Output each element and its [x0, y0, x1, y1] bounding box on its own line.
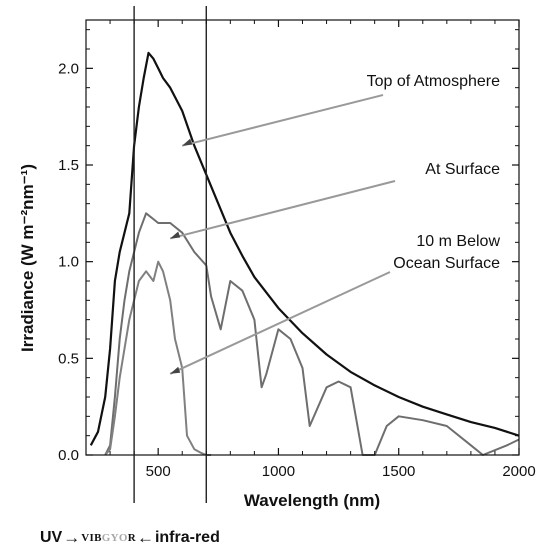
tick-layer: 500 1000 1500 2000 0.0 0.5 1.0 1.5 2.0	[58, 20, 536, 480]
annotation-label-3: 10 m Below	[416, 233, 500, 250]
y-tick-label-0: 0.0	[58, 447, 79, 464]
x-axis-title: Wavelength (nm)	[244, 491, 380, 510]
arrow-left-icon: ←	[136, 528, 154, 547]
annotation-layer: Top of Atmosphere At Surface 10 m Below Oce…	[169, 73, 501, 375]
annotation-arrowhead-icon	[170, 366, 181, 374]
spectrum-legend: UV → VIBGYOR ← infra-red	[40, 527, 220, 549]
vibgyor-letter: G	[101, 532, 111, 544]
annotation-pointer-3	[169, 271, 391, 375]
y-tick-label-1.5: 1.5	[58, 157, 79, 174]
y-tick-label-1: 1.0	[58, 254, 79, 271]
annotation-label-1: Top of Atmosphere	[367, 73, 501, 90]
vibgyor-label: VIBGYOR	[81, 532, 136, 544]
vibgyor-letter: O	[118, 532, 128, 544]
annotation-pointer-1	[181, 94, 384, 147]
x-tick-label-2000: 2000	[502, 463, 535, 480]
y-tick-label-2: 2.0	[58, 60, 79, 77]
annotation-label-2: At Surface	[425, 161, 500, 178]
vibgyor-letter: I	[89, 532, 95, 544]
annotation-pointer-2	[169, 180, 396, 240]
y-tick-label-0.5: 0.5	[58, 350, 79, 367]
annotation-arrowhead-icon	[182, 138, 193, 146]
vibgyor-letter: Y	[110, 532, 119, 544]
series-line-2	[104, 212, 520, 456]
vibgyor-letter: R	[127, 532, 136, 544]
series-layer	[89, 51, 520, 456]
x-tick-label-1000: 1000	[262, 463, 295, 480]
annotation-label-4: Ocean Surface	[393, 255, 500, 272]
annotation-arrowhead-icon	[170, 231, 181, 239]
x-tick-label-1500: 1500	[382, 463, 415, 480]
infrared-label: infra-red	[154, 529, 220, 546]
vibgyor-letter: V	[81, 532, 90, 544]
y-axis-title: Irradiance (W m⁻²nm⁻¹)	[18, 164, 37, 352]
uv-label: UV	[40, 529, 63, 546]
x-tick-label-500: 500	[146, 463, 171, 480]
series-line-1	[89, 51, 520, 446]
series-line-3	[104, 260, 212, 456]
arrow-right-icon: →	[63, 528, 81, 547]
vibgyor-letter: B	[94, 532, 102, 544]
